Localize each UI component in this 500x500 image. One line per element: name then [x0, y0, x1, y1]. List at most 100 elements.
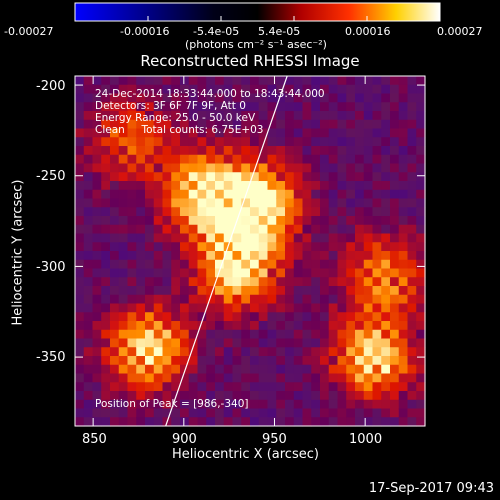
heatmap-cell	[416, 329, 426, 340]
heatmap-cell	[293, 338, 304, 348]
heatmap-cell	[188, 76, 199, 86]
heatmap-cell	[75, 76, 85, 86]
heatmap-cell	[267, 172, 277, 182]
heatmap-cell	[75, 356, 85, 366]
heatmap-cell	[215, 373, 225, 383]
heatmap-cell	[83, 146, 94, 156]
heatmap-cell	[197, 268, 207, 278]
heatmap-cell	[171, 417, 181, 427]
heatmap-cell	[101, 207, 111, 217]
heatmap-cell	[407, 294, 417, 305]
heatmap-cell	[311, 119, 321, 130]
heatmap-cell	[215, 399, 225, 410]
heatmap-cell	[223, 198, 234, 208]
heatmap-cell	[328, 128, 339, 138]
heatmap-cell	[285, 364, 295, 375]
heatmap-cell	[118, 399, 129, 410]
heatmap-cell	[241, 286, 251, 296]
heatmap-cell	[215, 303, 225, 313]
heatmap-cell	[188, 312, 199, 322]
heatmap-cell	[171, 251, 181, 261]
heatmap-cell	[302, 286, 312, 296]
heatmap-cell	[153, 163, 164, 173]
heatmap-cell	[197, 286, 207, 296]
heatmap-cell	[355, 294, 365, 305]
heatmap-cell	[276, 137, 286, 147]
heatmap-cell	[223, 347, 234, 357]
heatmap-cell	[258, 312, 269, 322]
heatmap-cell	[398, 163, 409, 173]
heatmap-cell	[171, 364, 181, 375]
heatmap-cell	[75, 233, 85, 243]
heatmap-cell	[328, 242, 339, 252]
heatmap-cell	[162, 373, 172, 383]
heatmap-cell	[250, 216, 260, 226]
heatmap-cell	[136, 373, 146, 383]
heatmap-cell	[180, 321, 190, 331]
heatmap-cell	[293, 312, 304, 322]
heatmap-cell	[92, 277, 102, 287]
heatmap-cell	[276, 84, 286, 95]
heatmap-cell	[337, 172, 347, 182]
heatmap-cell	[320, 224, 330, 235]
heatmap-cell	[145, 303, 155, 313]
heatmap-cell	[145, 172, 155, 182]
heatmap-cell	[346, 338, 356, 348]
heatmap-cell	[328, 329, 339, 340]
heatmap-cell	[363, 172, 374, 182]
heatmap-cell	[75, 242, 85, 252]
heatmap-cell	[390, 408, 400, 418]
heatmap-cell	[127, 364, 137, 375]
heatmap-cell	[241, 233, 251, 243]
heatmap-cell	[136, 102, 146, 112]
heatmap-cell	[398, 408, 409, 418]
heatmap-cell	[215, 251, 225, 261]
heatmap-cell	[372, 251, 382, 261]
heatmap-cell	[136, 294, 146, 305]
heatmap-cell	[145, 198, 155, 208]
heatmap-cell	[197, 119, 207, 130]
heatmap-cell	[110, 391, 120, 401]
heatmap-cell	[363, 154, 374, 165]
heatmap-cell	[363, 399, 374, 410]
heatmap-cell	[390, 207, 400, 217]
heatmap-cell	[101, 189, 111, 200]
heatmap-cell	[346, 111, 356, 121]
heatmap-cell	[241, 181, 251, 191]
heatmap-cell	[118, 172, 129, 182]
heatmap-cell	[153, 259, 164, 270]
heatmap-cell	[390, 382, 400, 392]
heatmap-cell	[372, 303, 382, 313]
heatmap-cell	[110, 233, 120, 243]
heatmap-cell	[232, 119, 242, 130]
heatmap-cell	[398, 198, 409, 208]
heatmap-cell	[337, 93, 347, 103]
heatmap-cell	[83, 198, 94, 208]
heatmap-cell	[145, 347, 155, 357]
heatmap-cell	[215, 268, 225, 278]
heatmap-cell	[337, 356, 347, 366]
heatmap-cell	[232, 294, 242, 305]
heatmap-cell	[320, 347, 330, 357]
heatmap-cell	[311, 286, 321, 296]
heatmap-cell	[346, 382, 356, 392]
heatmap-cell	[293, 163, 304, 173]
heatmap-cell	[162, 303, 172, 313]
heatmap-cell	[372, 391, 382, 401]
heatmap-cell	[355, 172, 365, 182]
heatmap-cell	[136, 251, 146, 261]
heatmap-cell	[390, 189, 400, 200]
heatmap-cell	[162, 207, 172, 217]
heatmap-cell	[162, 111, 172, 121]
heatmap-cell	[83, 399, 94, 410]
heatmap-cell	[416, 198, 426, 208]
y-tick-label: -200	[36, 79, 66, 94]
heatmap-cell	[285, 163, 295, 173]
heatmap-cell	[363, 391, 374, 401]
heatmap-cell	[145, 417, 155, 427]
heatmap-cell	[110, 399, 120, 410]
heatmap-cell	[311, 198, 321, 208]
heatmap-cell	[346, 137, 356, 147]
heatmap-cell	[250, 399, 260, 410]
heatmap-cell	[390, 347, 400, 357]
